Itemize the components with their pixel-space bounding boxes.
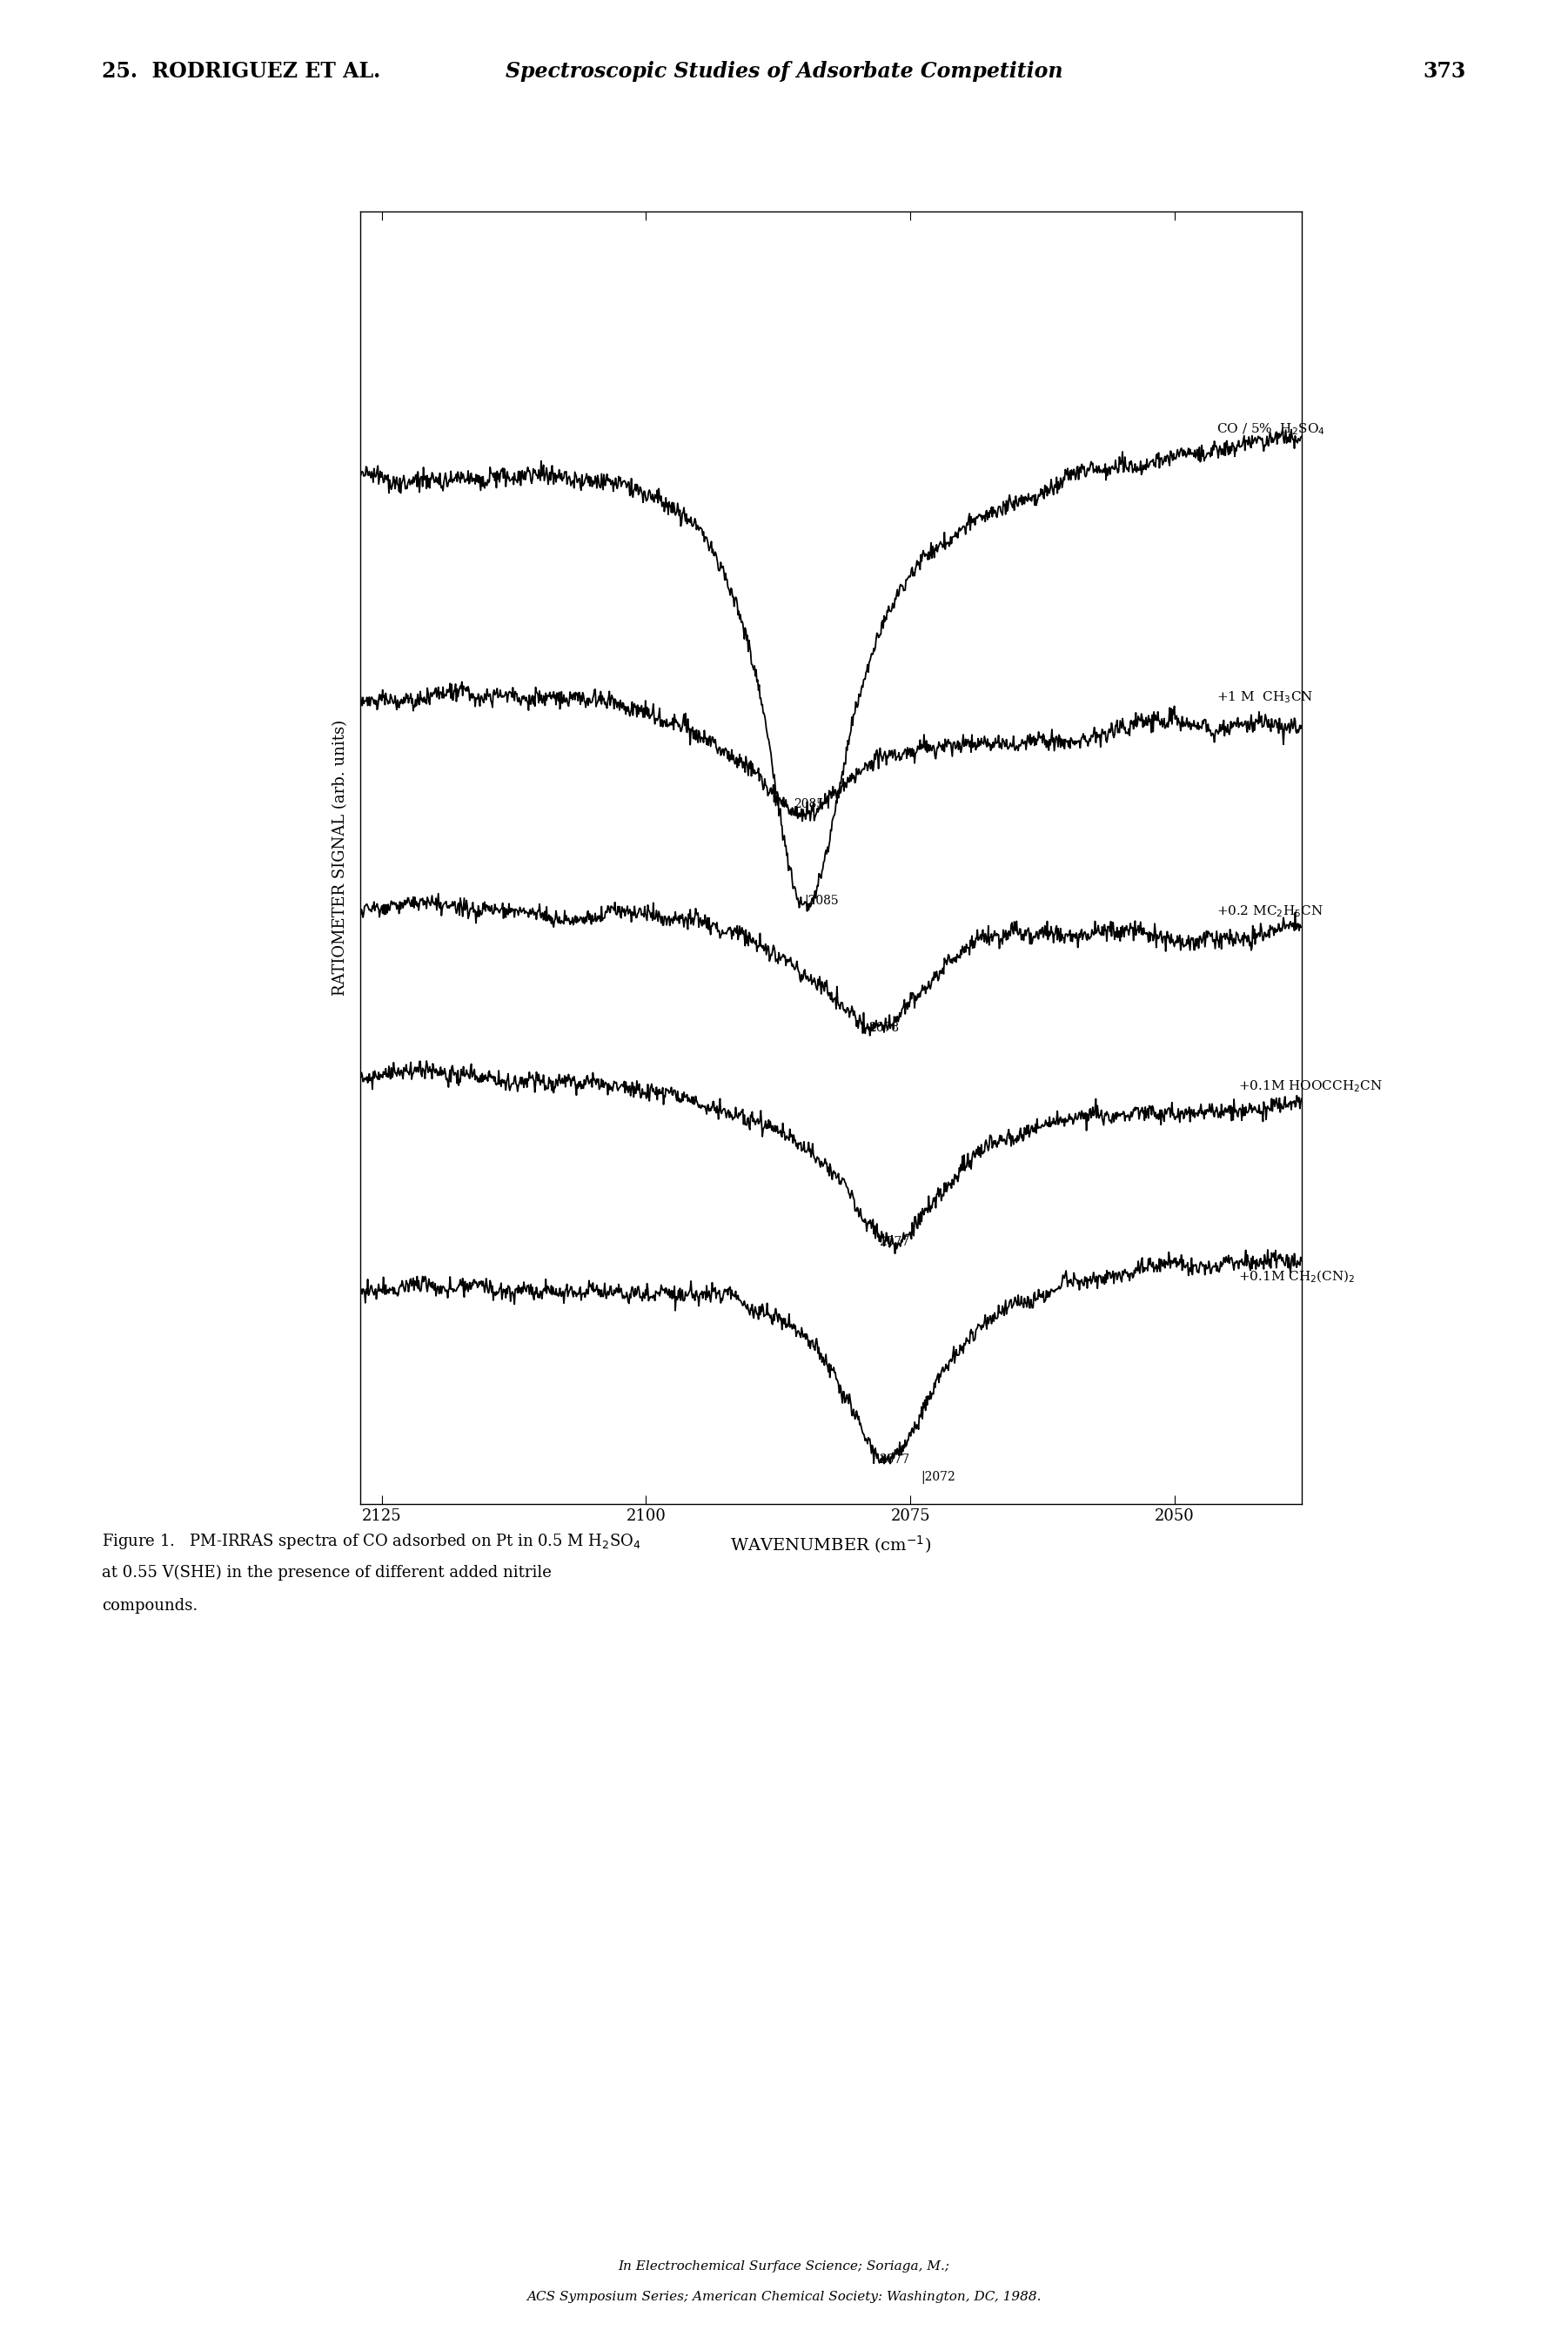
Text: +1 M  CH$_3$CN: +1 M CH$_3$CN <box>1217 689 1314 705</box>
Text: 2078: 2078 <box>869 1022 898 1034</box>
X-axis label: WAVENUMBER (cm$^{-1}$): WAVENUMBER (cm$^{-1}$) <box>731 1535 931 1556</box>
Text: compounds.: compounds. <box>102 1598 198 1614</box>
Text: 2085: 2085 <box>793 799 825 811</box>
Text: at 0.55 V(SHE) in the presence of different added nitrile: at 0.55 V(SHE) in the presence of differ… <box>102 1565 552 1582</box>
Text: CO / 5%  H$_2$SO$_4$: CO / 5% H$_2$SO$_4$ <box>1217 421 1325 437</box>
Text: 373: 373 <box>1424 61 1466 82</box>
Text: 2077: 2077 <box>878 1452 909 1466</box>
Y-axis label: RATIOMETER SIGNAL (arb. units): RATIOMETER SIGNAL (arb. units) <box>332 719 348 996</box>
Text: +0.1M CH$_2$(CN)$_2$: +0.1M CH$_2$(CN)$_2$ <box>1239 1269 1355 1285</box>
Text: 2077: 2077 <box>878 1236 909 1248</box>
Text: 25.  RODRIGUEZ ET AL.: 25. RODRIGUEZ ET AL. <box>102 61 381 82</box>
Text: Spectroscopic Studies of Adsorbate Competition: Spectroscopic Studies of Adsorbate Compe… <box>505 61 1063 82</box>
Text: |2085: |2085 <box>804 895 839 907</box>
Text: |2072: |2072 <box>920 1471 955 1483</box>
Text: ACS Symposium Series; American Chemical Society: Washington, DC, 1988.: ACS Symposium Series; American Chemical … <box>527 2291 1041 2303</box>
Text: In Electrochemical Surface Science; Soriaga, M.;: In Electrochemical Surface Science; Sori… <box>618 2261 950 2272</box>
Text: +0.2 MC$_2$H$_5$CN: +0.2 MC$_2$H$_5$CN <box>1217 902 1323 919</box>
Text: +0.1M HOOCCH$_2$CN: +0.1M HOOCCH$_2$CN <box>1239 1079 1383 1093</box>
Text: Figure 1.   PM-IRRAS spectra of CO adsorbed on Pt in 0.5 M H$_2$SO$_4$: Figure 1. PM-IRRAS spectra of CO adsorbe… <box>102 1532 641 1551</box>
